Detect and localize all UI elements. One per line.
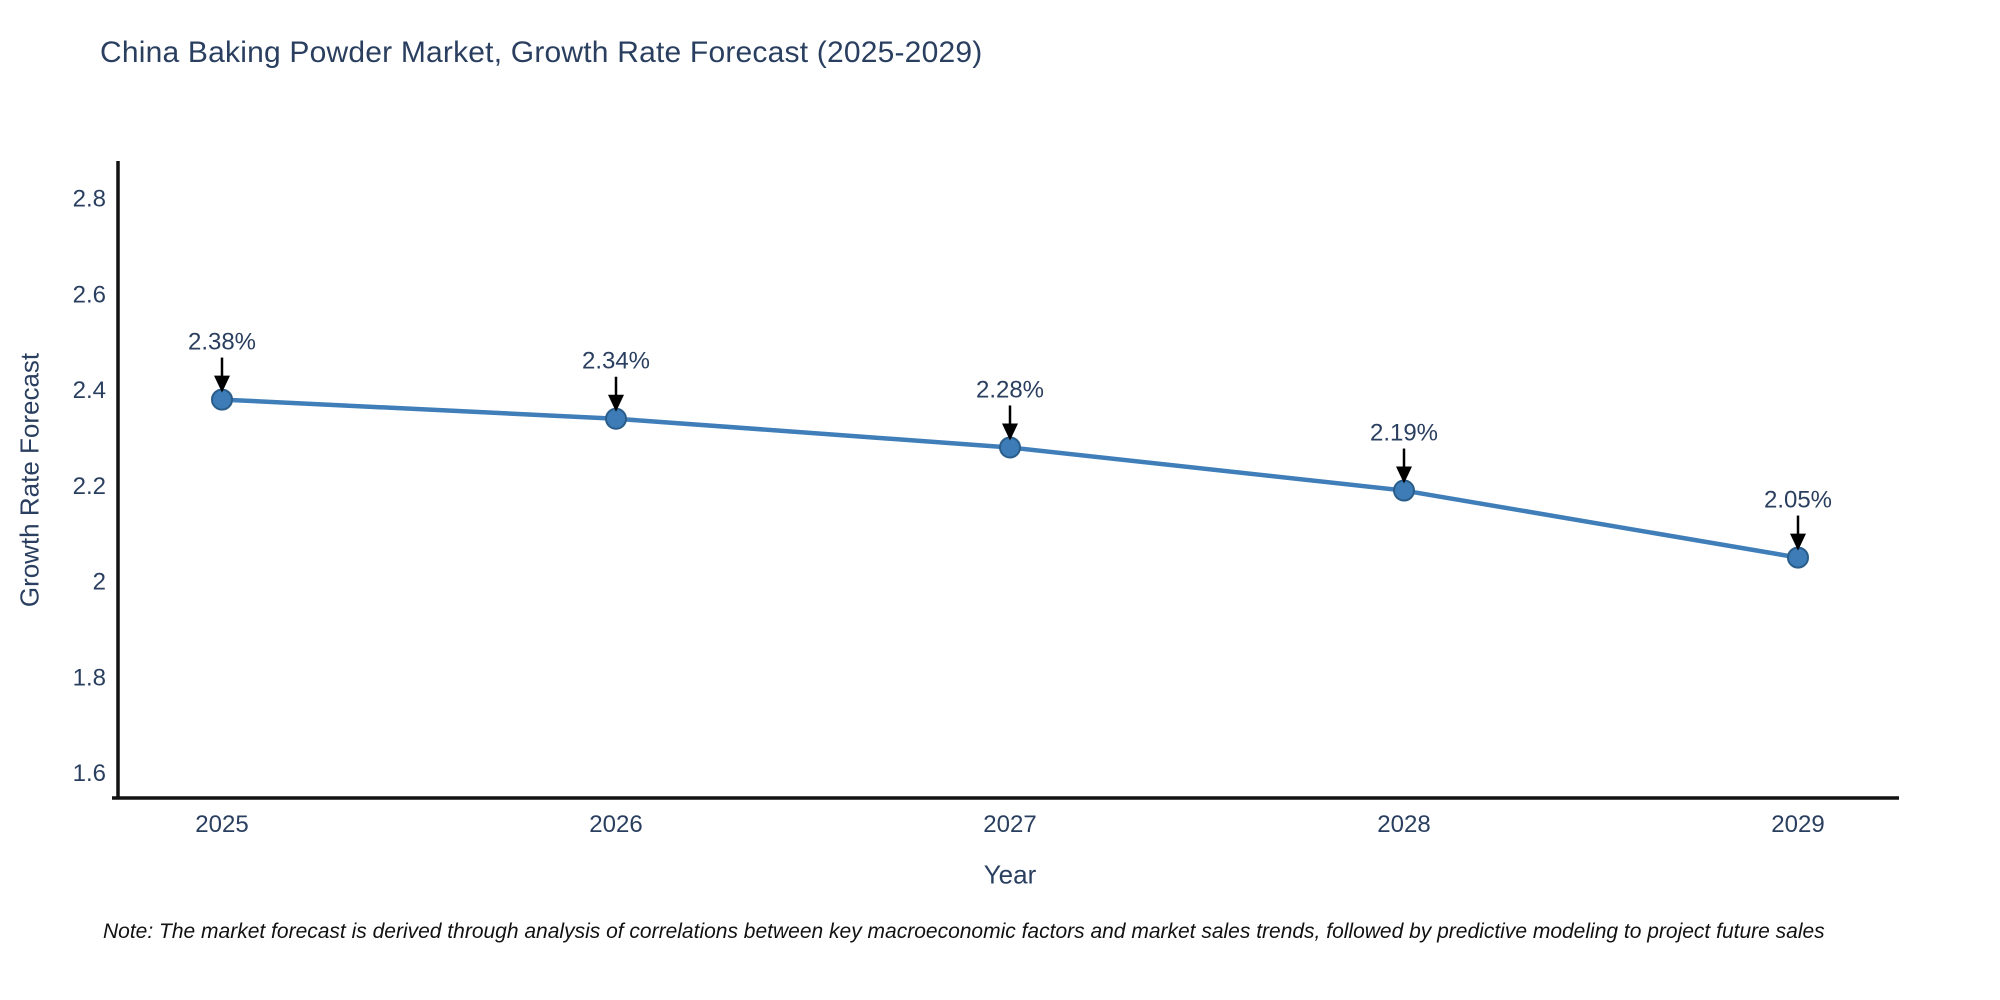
x-axis-label: Year (983, 859, 1037, 890)
y-tick-label: 2.6 (73, 281, 106, 308)
chart-note: Note: The market forecast is derived thr… (103, 920, 1825, 943)
annotation-arrowhead (214, 375, 230, 393)
x-tick-label: 2027 (983, 811, 1036, 838)
annotation-label: 2.34% (582, 348, 650, 375)
annotation-label: 2.05% (1764, 487, 1832, 514)
annotation-arrowhead (608, 394, 624, 412)
y-tick-label: 1.6 (73, 760, 106, 787)
y-tick-label: 2 (93, 569, 106, 596)
annotation-arrowhead (1002, 423, 1018, 441)
annotation-arrowhead (1790, 533, 1806, 551)
x-tick-label: 2026 (589, 811, 642, 838)
annotation-label: 2.28% (976, 376, 1044, 403)
x-tick-label: 2025 (195, 811, 248, 838)
y-tick-label: 1.8 (73, 664, 106, 691)
y-axis-label: Growth Rate Forecast (14, 352, 45, 608)
x-tick-label: 2028 (1377, 811, 1430, 838)
y-tick-label: 2.8 (73, 186, 106, 213)
annotation-label: 2.19% (1370, 420, 1438, 447)
annotation-arrowhead (1396, 466, 1412, 484)
annotation-label: 2.38% (188, 329, 256, 356)
x-tick-label: 2029 (1771, 811, 1824, 838)
y-tick-label: 2.2 (73, 473, 106, 500)
y-tick-label: 2.4 (73, 377, 106, 404)
chart-title: China Baking Powder Market, Growth Rate … (100, 36, 983, 69)
